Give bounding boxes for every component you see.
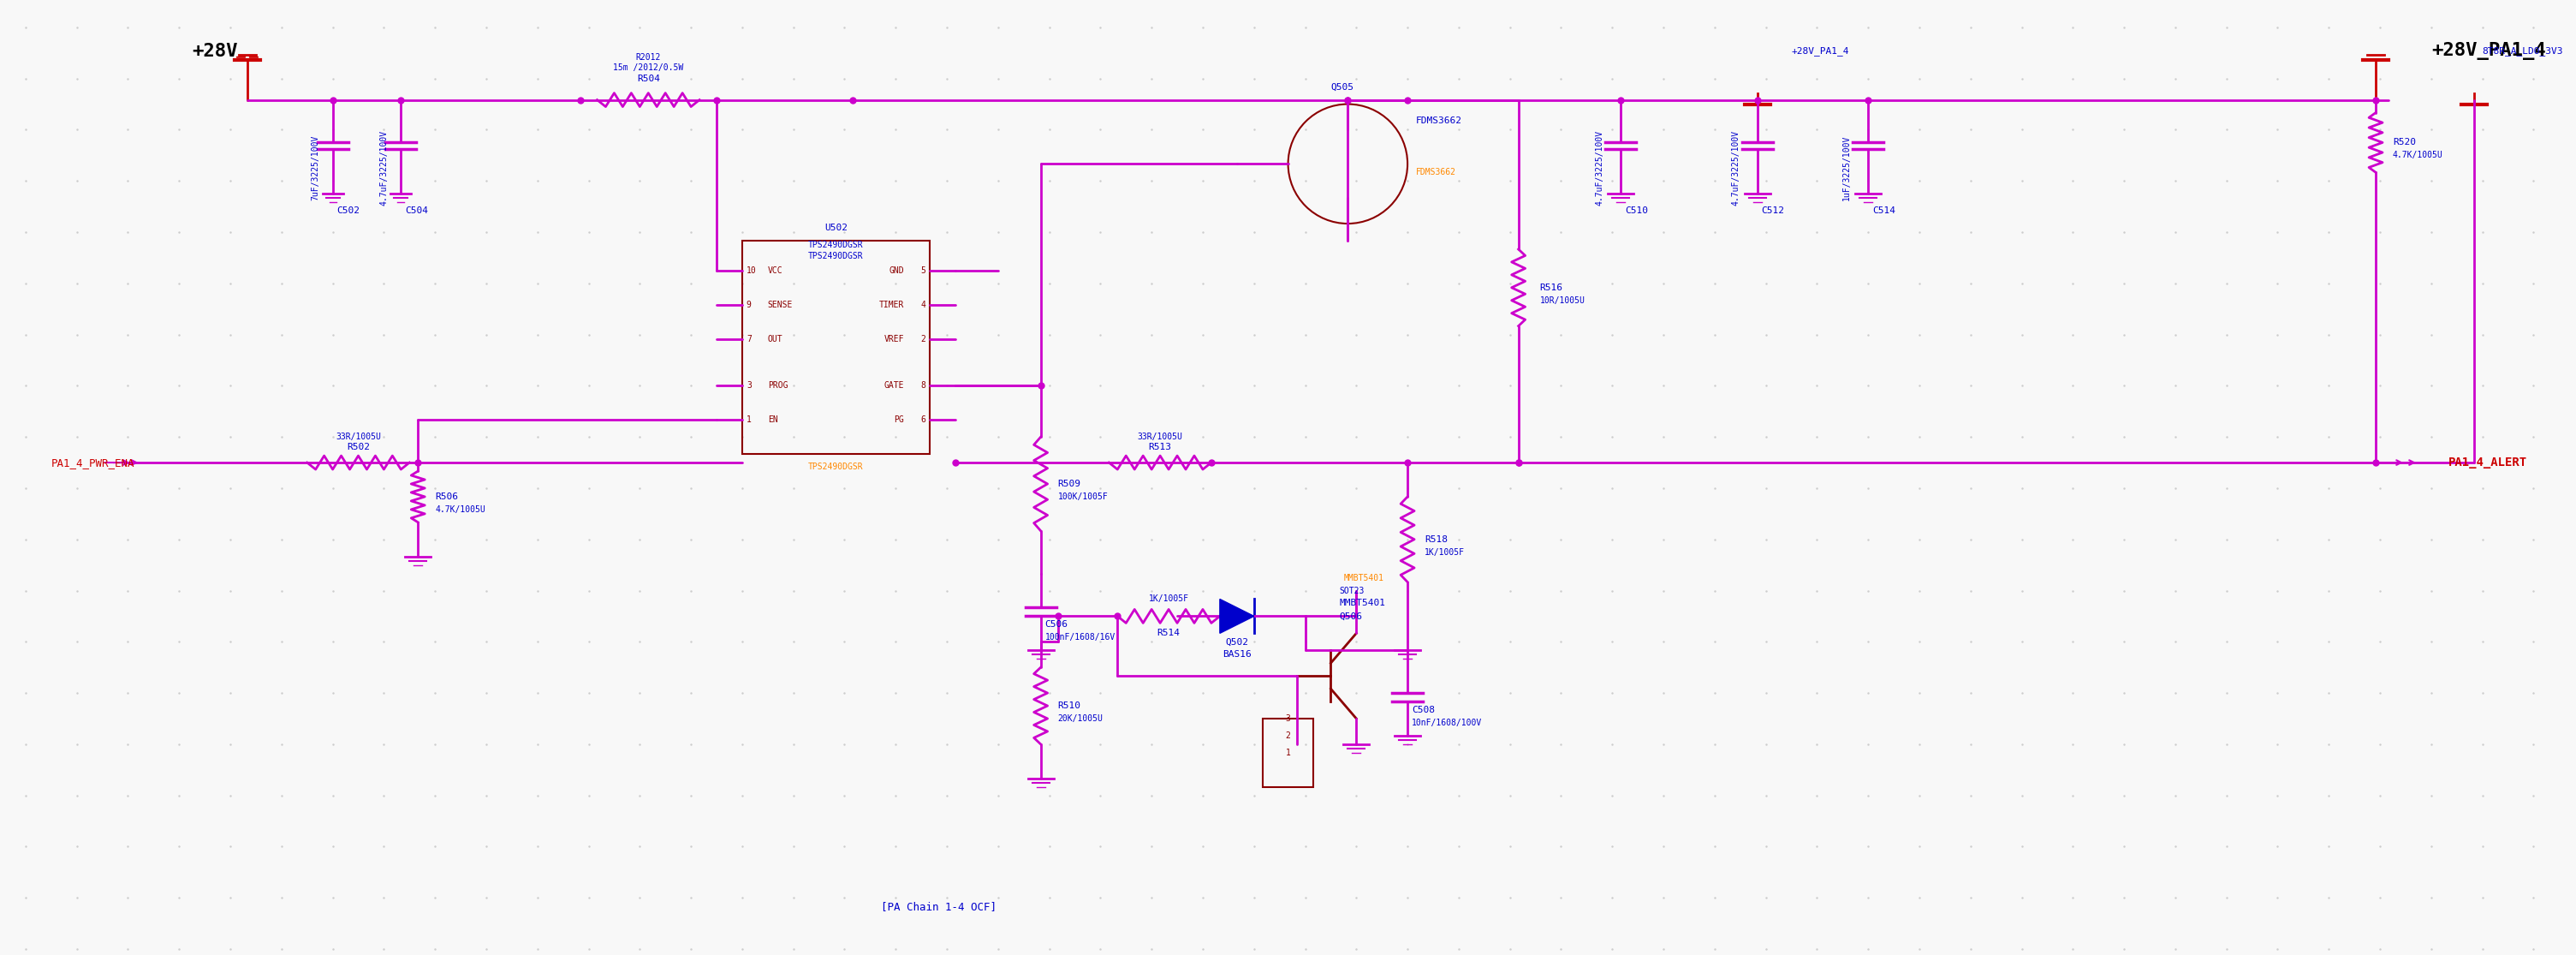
Text: 10nF/1608/100V: 10nF/1608/100V	[1412, 718, 1481, 727]
Text: C502: C502	[337, 206, 361, 215]
Text: TPS2490DGSR: TPS2490DGSR	[809, 241, 863, 249]
Text: 6: 6	[920, 415, 925, 424]
Text: 9: 9	[747, 301, 752, 309]
Text: 4.7K/1005U: 4.7K/1005U	[2393, 151, 2442, 159]
Text: 1K/1005F: 1K/1005F	[1425, 548, 1466, 557]
Text: 10: 10	[747, 266, 757, 275]
Text: 1K/1005F: 1K/1005F	[1149, 595, 1188, 604]
Text: 1uF/3225/100V: 1uF/3225/100V	[1842, 136, 1852, 201]
Bar	[742, 241, 930, 454]
Text: 33R/1005U: 33R/1005U	[1139, 433, 1182, 441]
Text: R510: R510	[1059, 702, 1082, 711]
Text: 3: 3	[747, 381, 752, 390]
Text: PROG: PROG	[768, 381, 788, 390]
Text: 4.7uF/3225/100V: 4.7uF/3225/100V	[1595, 131, 1605, 206]
Text: Q506: Q506	[1340, 612, 1363, 621]
Text: GATE: GATE	[884, 381, 904, 390]
Text: OUT: OUT	[768, 334, 783, 343]
Text: R514: R514	[1157, 629, 1180, 638]
Bar	[1262, 718, 1314, 787]
Text: R516: R516	[1540, 284, 1564, 292]
Text: 1: 1	[1285, 749, 1291, 757]
Text: R520: R520	[2393, 138, 2416, 147]
Text: R2012: R2012	[636, 53, 662, 61]
Text: 3: 3	[1285, 714, 1291, 723]
Text: R509: R509	[1059, 479, 1082, 488]
Text: 20K/1005U: 20K/1005U	[1059, 714, 1103, 723]
Text: 7uF/3225/100V: 7uF/3225/100V	[312, 136, 319, 201]
Text: MMBT5401: MMBT5401	[1345, 574, 1383, 582]
Text: +28V: +28V	[193, 43, 237, 60]
Text: R504: R504	[636, 74, 659, 83]
Text: PA1_4_ALERT: PA1_4_ALERT	[2447, 456, 2527, 469]
Text: 10R/1005U: 10R/1005U	[1540, 296, 1584, 305]
Text: TIMER: TIMER	[878, 301, 904, 309]
Text: 100K/1005F: 100K/1005F	[1059, 493, 1108, 501]
Text: [PA Chain 1-4 OCF]: [PA Chain 1-4 OCF]	[881, 901, 997, 912]
Text: 15m /2012/0.5W: 15m /2012/0.5W	[613, 63, 683, 72]
Text: 2: 2	[1285, 732, 1291, 740]
Text: 4: 4	[920, 301, 925, 309]
Text: C504: C504	[404, 206, 428, 215]
Text: SENSE: SENSE	[768, 301, 793, 309]
Text: VREF: VREF	[884, 334, 904, 343]
Text: VCC: VCC	[768, 266, 783, 275]
Text: FDMS3662: FDMS3662	[1417, 117, 1463, 125]
Text: C512: C512	[1762, 206, 1785, 215]
Text: PG: PG	[894, 415, 904, 424]
Text: +28V_PA1_4: +28V_PA1_4	[2432, 42, 2545, 60]
Text: PA1_4_PWR_ENA: PA1_4_PWR_ENA	[52, 457, 134, 468]
Text: R502: R502	[348, 443, 371, 452]
Polygon shape	[1221, 599, 1255, 633]
Text: SOT23: SOT23	[1340, 586, 1365, 595]
Text: Q502: Q502	[1226, 638, 1249, 647]
Text: 5: 5	[920, 266, 925, 275]
Text: 1: 1	[747, 415, 752, 424]
Text: C508: C508	[1412, 706, 1435, 714]
Text: TPS2490DGSR: TPS2490DGSR	[809, 462, 863, 471]
Text: Q505: Q505	[1332, 83, 1355, 92]
Text: C510: C510	[1625, 206, 1649, 215]
Text: BAS16: BAS16	[1224, 650, 1252, 659]
Text: 8: 8	[920, 381, 925, 390]
Text: R513: R513	[1149, 443, 1172, 452]
Text: U502: U502	[824, 223, 848, 232]
Text: R506: R506	[435, 493, 459, 501]
Text: GND: GND	[889, 266, 904, 275]
Text: R518: R518	[1425, 535, 1448, 543]
Text: FDMS3662: FDMS3662	[1417, 168, 1455, 177]
Text: 4.7K/1005U: 4.7K/1005U	[435, 505, 484, 514]
Text: 100nF/1608/16V: 100nF/1608/16V	[1046, 633, 1115, 642]
Text: MMBT5401: MMBT5401	[1340, 599, 1386, 607]
Text: C506: C506	[1046, 621, 1069, 629]
Text: 4.7uF/3225/100V: 4.7uF/3225/100V	[379, 131, 389, 206]
Text: +28V_PA1_4: +28V_PA1_4	[1790, 47, 1850, 56]
Text: EN: EN	[768, 415, 778, 424]
Text: 2: 2	[920, 334, 925, 343]
Text: 8T8R_A_LDO_3V3: 8T8R_A_LDO_3V3	[2483, 47, 2563, 56]
Text: 4.7uF/3225/100V: 4.7uF/3225/100V	[1731, 131, 1741, 206]
Text: C514: C514	[1873, 206, 1896, 215]
Text: 7: 7	[747, 334, 752, 343]
Text: TPS2490DGSR: TPS2490DGSR	[809, 252, 863, 261]
Text: 33R/1005U: 33R/1005U	[335, 433, 381, 441]
